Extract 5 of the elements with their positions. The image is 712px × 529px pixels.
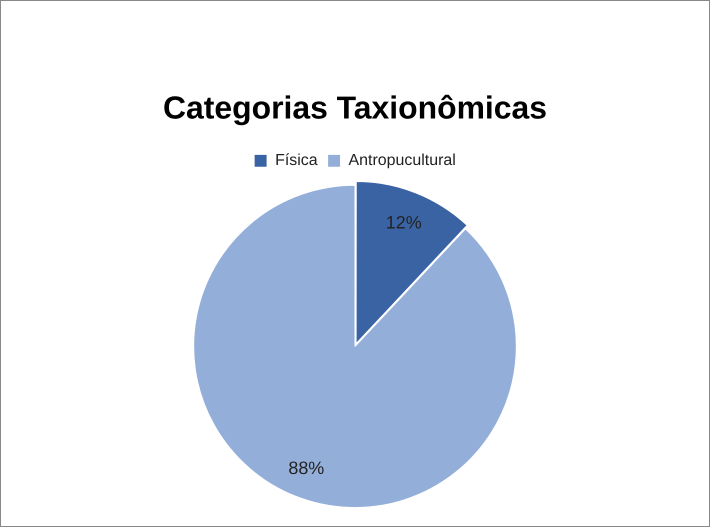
legend-label: Antropucultural <box>348 152 456 170</box>
chart-title: Categorias Taxionômicas <box>163 90 547 126</box>
legend-label: Física <box>275 152 318 170</box>
data-label: 88% <box>288 458 324 478</box>
data-label: 12% <box>386 212 422 232</box>
